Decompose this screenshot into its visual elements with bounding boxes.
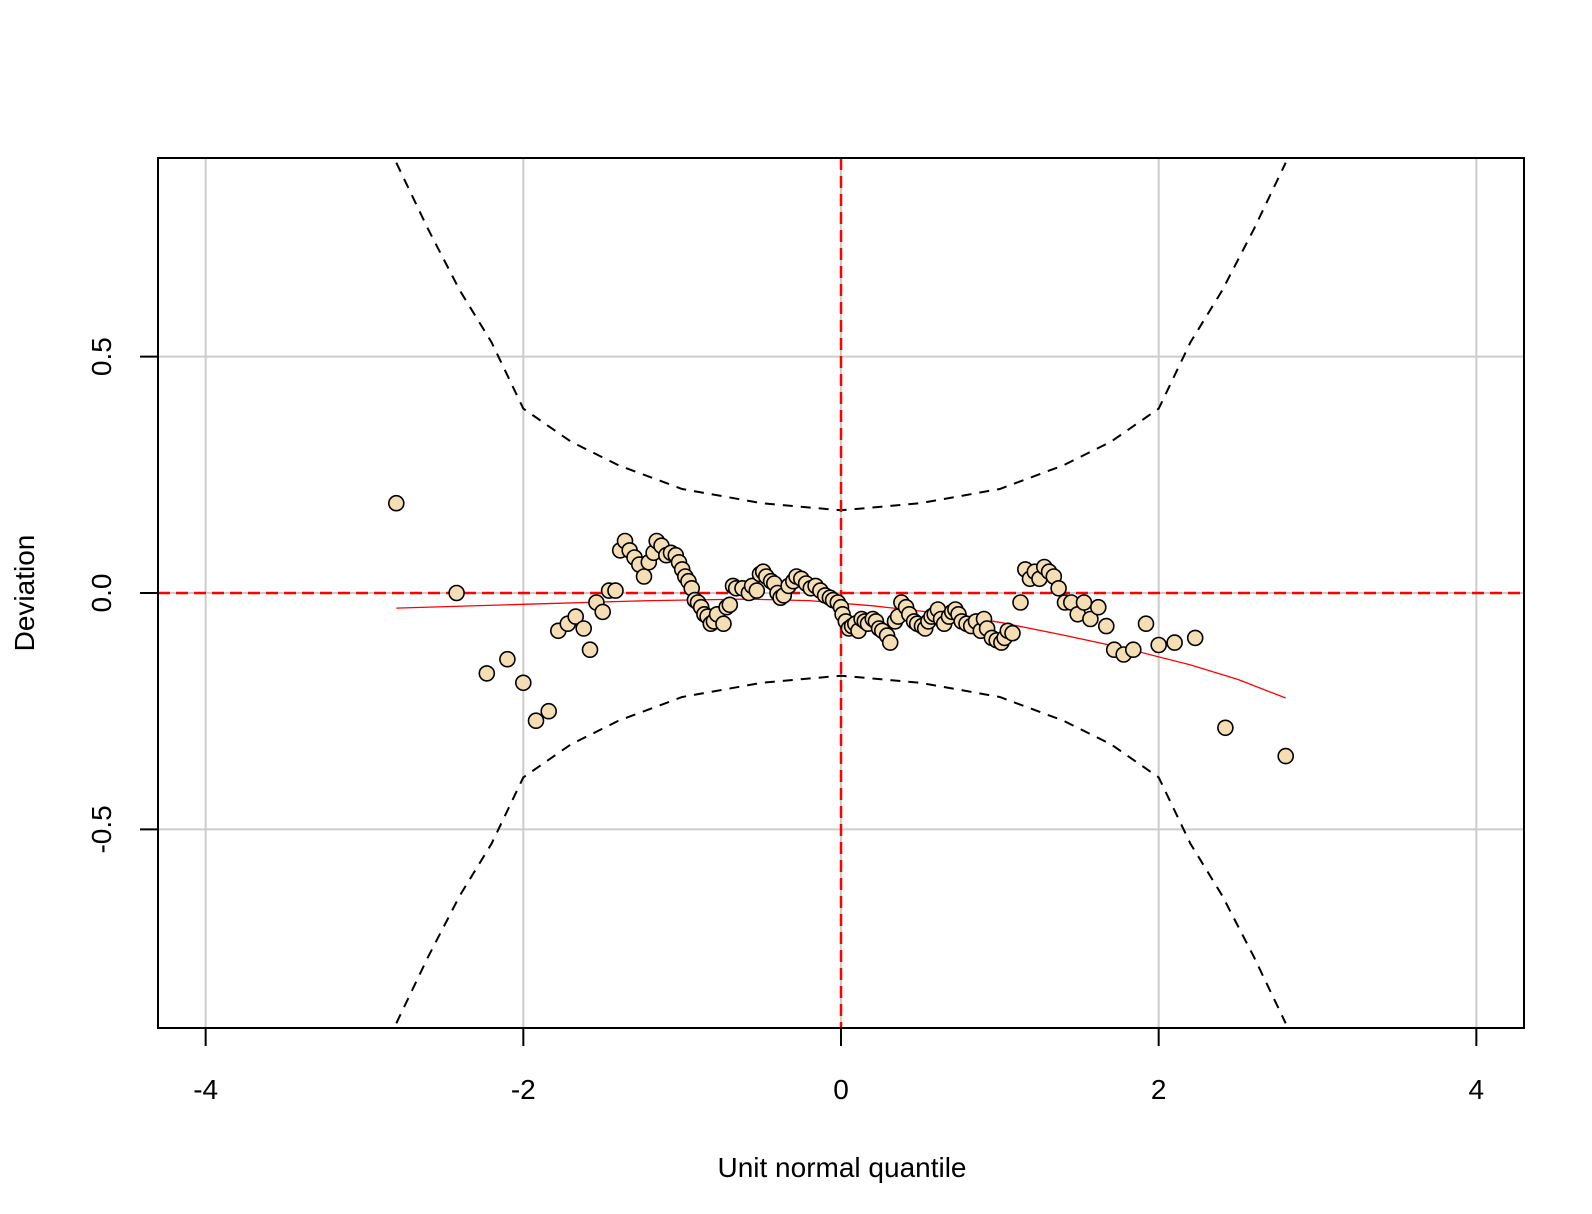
data-point [575,620,593,637]
x-tick-label: -2 [511,1074,536,1105]
x-tick-label: 4 [1469,1074,1485,1105]
data-point [1166,634,1183,651]
data-point [527,712,545,730]
y-axis-title: Deviation [9,535,40,652]
data-point [1137,615,1155,633]
data-point [1217,719,1234,737]
data-point [1277,747,1294,765]
data-points [387,494,1294,765]
x-tick-label: 0 [833,1074,849,1105]
data-point [635,568,653,585]
x-tick-label: -4 [193,1074,218,1105]
data-point [1012,594,1029,611]
data-point [1090,598,1107,616]
data-point [478,665,496,682]
data-point [721,596,739,614]
x-axis-title: Unit normal quantile [717,1152,966,1183]
data-point [514,674,532,692]
data-point [1125,641,1142,659]
data-point [594,603,612,621]
y-tick-label: 0.0 [86,574,117,613]
data-point [581,641,599,659]
x-tick-label: 2 [1151,1074,1167,1105]
y-tick-label: -0.5 [86,805,117,853]
data-point [1082,610,1099,628]
data-point [1098,617,1115,635]
data-point [748,582,766,599]
data-point [540,702,558,720]
data-point [607,582,624,599]
data-point [1186,629,1204,647]
data-point [881,634,899,651]
data-point [715,615,732,633]
envelope-lower [395,674,1287,1024]
y-tick-label: 0.5 [86,337,117,376]
data-point [448,584,465,602]
data-point [1150,636,1167,654]
x-axis: -4 -2 0 2 4 [193,1027,1485,1105]
data-point [1075,594,1093,611]
data-point [1004,624,1021,642]
reference-lines [158,158,1524,1028]
data-point [387,494,405,512]
data-point [499,650,516,668]
y-axis: -0.5 0.0 0.5 [86,337,158,854]
data-point [1050,579,1067,597]
data-point [567,608,585,625]
